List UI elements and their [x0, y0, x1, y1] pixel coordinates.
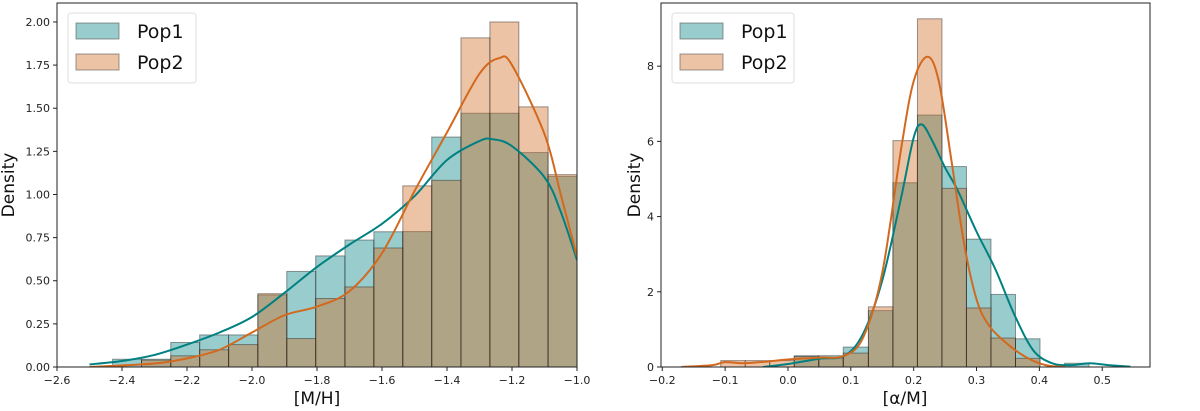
histogram-bar-pop1 — [867, 310, 894, 367]
y-tick-label: 2 — [647, 286, 654, 299]
x-tick-label: −1.6 — [369, 374, 396, 387]
histogram-bar-pop2 — [990, 337, 1016, 367]
legend-label-pop1: Pop1 — [137, 21, 184, 43]
legend-swatch-pop1 — [75, 22, 120, 40]
legend-box — [67, 12, 197, 84]
legend-box — [671, 12, 795, 84]
y-tick-label: 1.75 — [26, 59, 51, 72]
y-tick-label: 1.50 — [26, 102, 51, 115]
histogram-bar-pop1 — [402, 231, 433, 367]
histogram-bar-pop2 — [916, 18, 943, 367]
histogram-bar-pop1 — [228, 334, 259, 367]
kde-line-pop2 — [681, 55, 1065, 367]
legend-label-pop1: Pop1 — [741, 21, 788, 43]
histogram-bar-pop2 — [228, 344, 259, 367]
x-tick-label: −1.0 — [564, 374, 591, 387]
x-tick-label: −0.1 — [712, 374, 739, 387]
legend-swatch-pop2 — [75, 53, 120, 71]
legend-label-pop2: Pop2 — [137, 52, 184, 74]
y-tick-label: 0.50 — [26, 275, 51, 288]
histogram-bar-pop1 — [489, 112, 520, 367]
y-tick-label: 6 — [647, 135, 654, 148]
plot-area — [681, 18, 1131, 367]
histogram-bar-pop1 — [916, 114, 943, 367]
legend: Pop1 Pop2 — [67, 12, 197, 84]
x-tick-label: 0.1 — [842, 374, 860, 387]
histogram-bar-pop2 — [431, 179, 462, 367]
histogram-bar-pop1 — [344, 239, 375, 367]
histogram-bar-pop2 — [344, 286, 375, 367]
x-axis-label: [M/H] — [294, 389, 340, 409]
histogram-bar-pop2 — [257, 293, 288, 367]
metallicity-histogram-panel: Density [M/H] −2.6 −2.4 −2.2 −2.0 −1.8 −1.6 −1… — [0, 2, 591, 409]
y-tick-label: 0 — [647, 361, 654, 374]
plot-area — [89, 21, 577, 367]
x-tick-label: −2.0 — [239, 374, 266, 387]
histogram-bar-pop2 — [373, 247, 404, 367]
histogram-bar-pop2 — [315, 298, 346, 367]
histogram-bar-pop2 — [460, 37, 491, 367]
y-tick-label: 1.25 — [26, 145, 51, 158]
x-tick-label: 0.4 — [1031, 374, 1049, 387]
y-tick-label: 0.25 — [26, 318, 51, 331]
legend-swatch-pop1 — [679, 22, 724, 40]
axes-frame — [660, 2, 1151, 368]
y-tick-label: 4 — [647, 211, 654, 224]
histogram-bar-pop1 — [257, 294, 288, 367]
histogram-bar-pop2 — [489, 21, 520, 367]
y-tick-label: 0.00 — [26, 361, 51, 374]
x-tick-label: −2.2 — [174, 374, 201, 387]
histogram-bar-pop2 — [402, 185, 433, 367]
y-axis-label: Density — [625, 153, 645, 218]
x-tick-label: −2.4 — [109, 374, 136, 387]
histogram-bar-pop1 — [965, 238, 992, 367]
alpha-histogram-panel: Density [α/M] −0.2 −0.1 0.0 0.1 0.2 0.3 0.4 0.5… — [625, 2, 1151, 409]
x-axis-label: [α/M] — [883, 389, 928, 409]
y-tick-label: 2.00 — [26, 16, 51, 29]
histogram-bar-pop2 — [286, 338, 317, 367]
legend-swatch-pop2 — [679, 53, 724, 71]
x-tick-label: −0.2 — [649, 374, 676, 387]
y-tick-label: 0.75 — [26, 232, 51, 245]
histogram-bar-pop1 — [431, 136, 462, 367]
x-tick-label: −1.8 — [304, 374, 331, 387]
x-tick-label: 0.5 — [1093, 374, 1111, 387]
histogram-bar-pop2 — [547, 174, 577, 367]
histogram-bar-pop1 — [547, 175, 577, 367]
y-axis-label: Density — [0, 153, 19, 218]
x-tick-label: −2.6 — [44, 374, 71, 387]
histogram-bar-pop1 — [315, 255, 346, 367]
kde-line-pop1 — [762, 123, 1131, 367]
histogram-bar-pop2 — [867, 306, 894, 367]
x-tick-label: 0.3 — [968, 374, 986, 387]
kde-line-pop2 — [89, 55, 577, 367]
histogram-bar-pop2 — [941, 187, 967, 367]
histogram-bar-pop1 — [373, 231, 404, 367]
y-tick-label: 1.00 — [26, 188, 51, 201]
x-tick-label: 0.0 — [779, 374, 797, 387]
histogram-bar-pop2 — [965, 307, 992, 367]
legend: Pop1 Pop2 — [671, 12, 795, 84]
x-tick-label: −1.2 — [499, 374, 526, 387]
histogram-bar-pop2 — [842, 352, 869, 367]
y-tick-label: 8 — [647, 60, 654, 73]
x-tick-label: 0.2 — [905, 374, 923, 387]
kde-line-pop1 — [89, 137, 577, 366]
histogram-bar-pop1 — [518, 152, 549, 367]
legend-label-pop2: Pop2 — [741, 52, 788, 74]
x-tick-label: −1.4 — [434, 374, 461, 387]
histogram-bar-pop2 — [518, 106, 549, 367]
